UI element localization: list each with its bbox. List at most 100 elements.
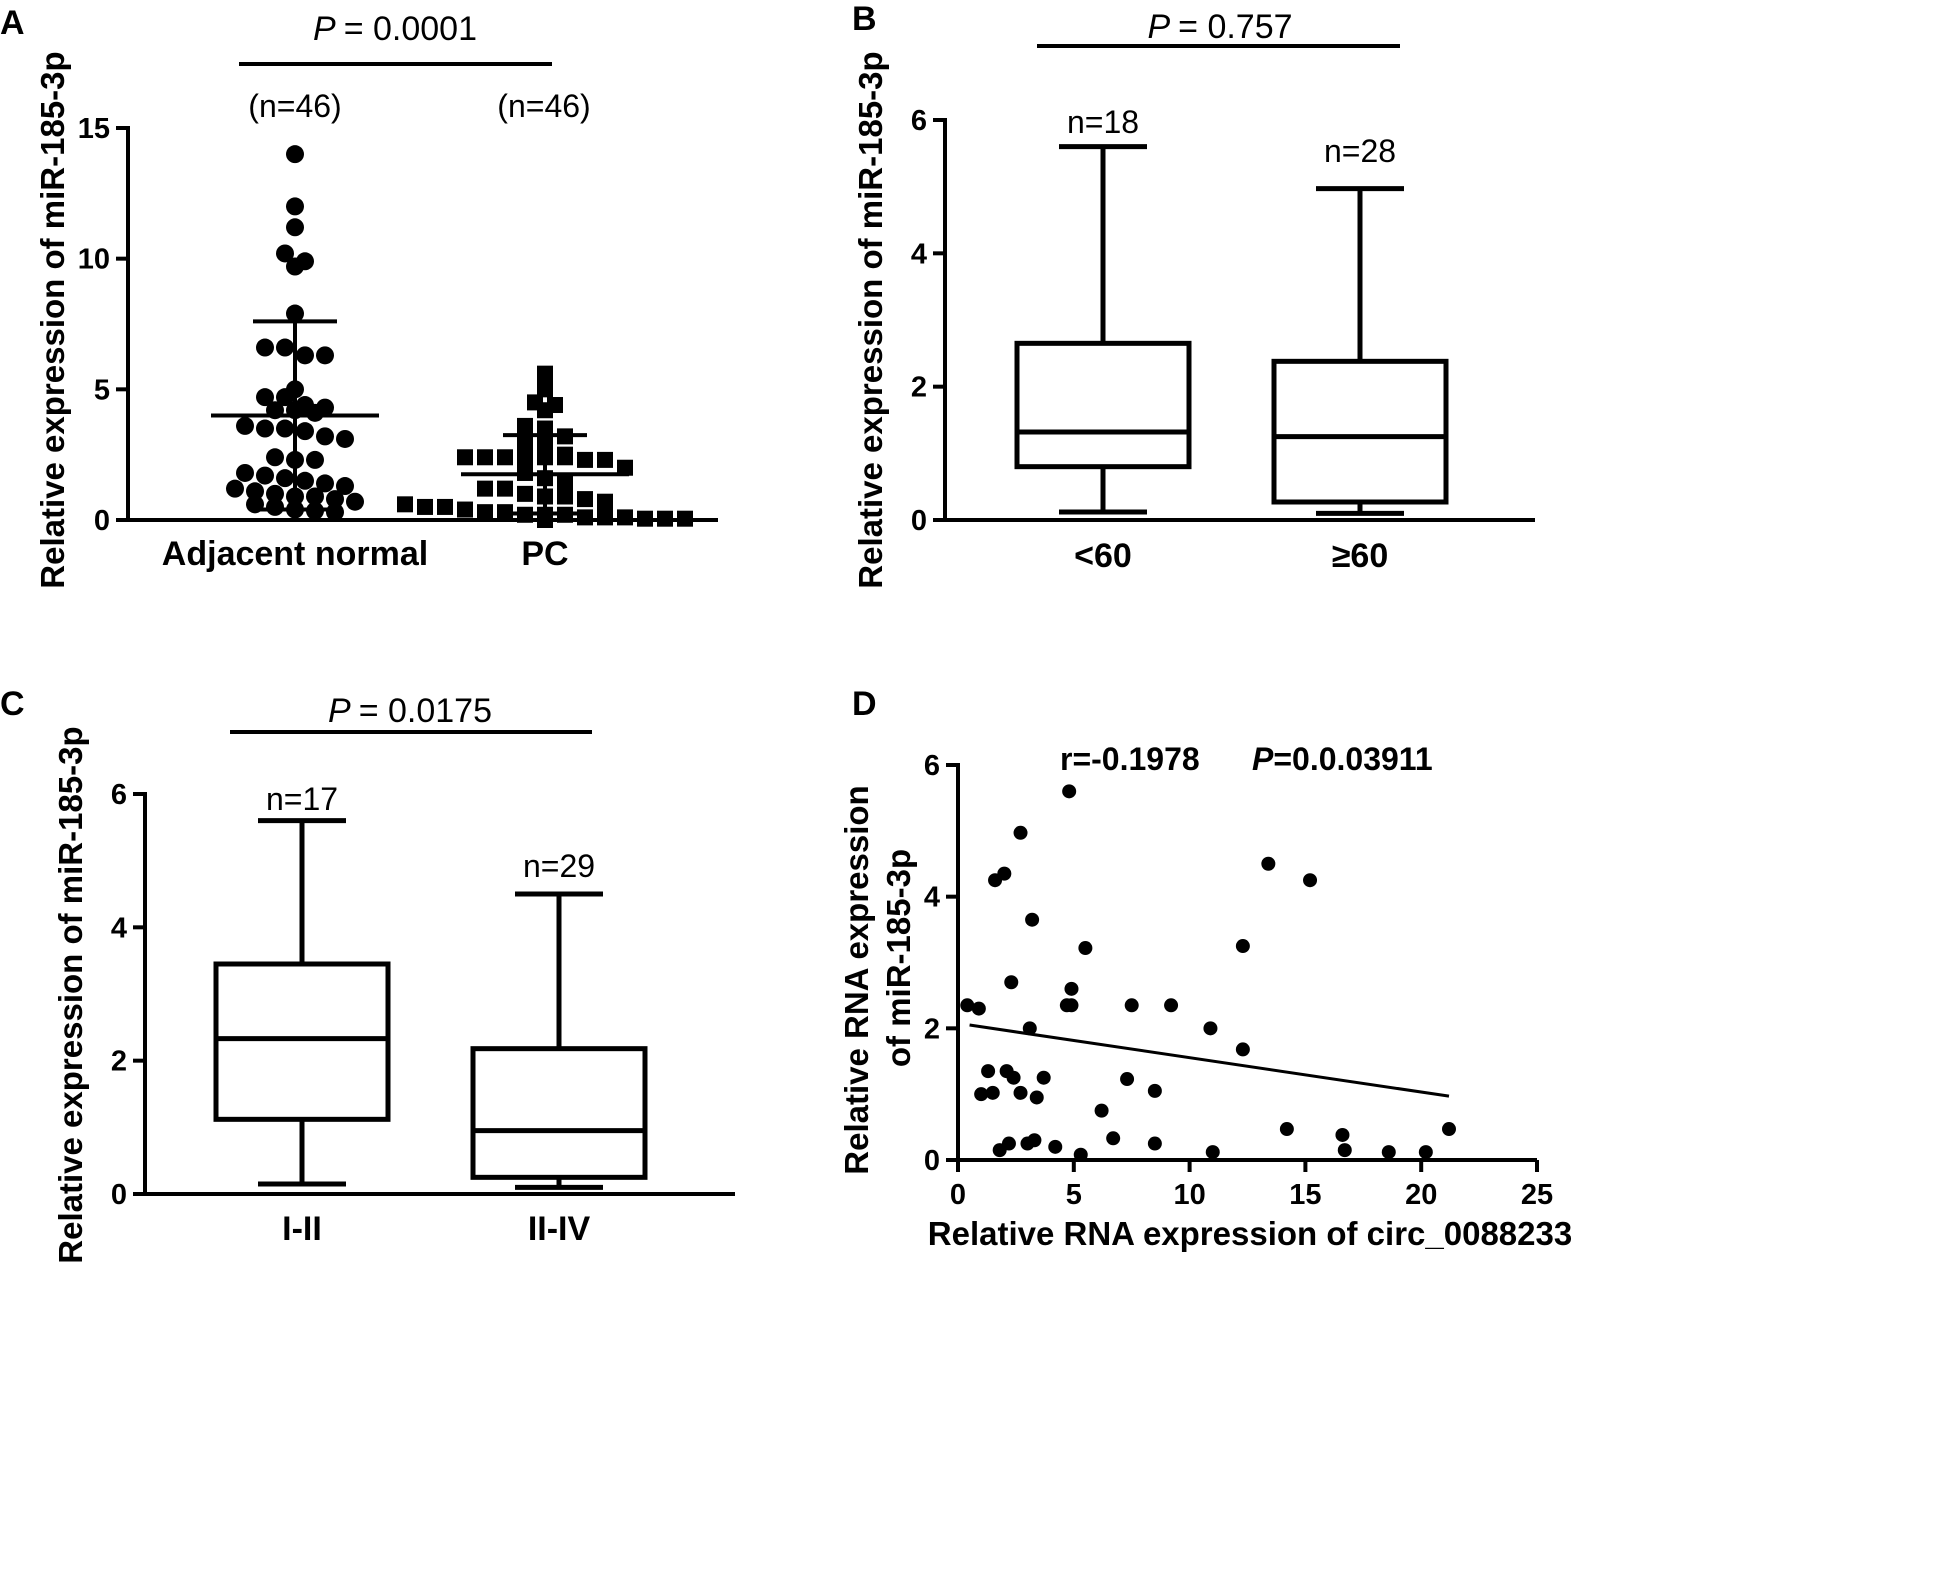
scatter-point	[1025, 912, 1040, 927]
data-point-adjacent-normal	[256, 419, 274, 438]
data-point-adjacent-normal	[336, 429, 354, 448]
data-point-pc	[597, 493, 613, 510]
data-point-adjacent-normal	[316, 346, 334, 365]
data-point-pc	[557, 488, 573, 505]
y-tick-label: 0	[924, 1145, 940, 1177]
scatter-point	[1418, 1145, 1433, 1160]
scatter-point	[1064, 998, 1079, 1013]
data-point-adjacent-normal	[276, 244, 294, 263]
y-tick-label: 4	[111, 912, 127, 944]
category-label-stage-1-2: I-II	[282, 1210, 322, 1248]
data-point-adjacent-normal	[286, 218, 304, 237]
x-tick-label: 15	[1289, 1179, 1321, 1211]
scatter-point	[974, 1087, 989, 1102]
scatter-point	[1078, 941, 1093, 956]
y-tick-label: 6	[111, 779, 127, 811]
p-value-text-a: P = 0.0001	[313, 10, 477, 48]
scatter-point	[1106, 1131, 1121, 1146]
data-point-pc	[577, 451, 593, 468]
x-tick-label: 0	[950, 1179, 966, 1211]
data-point-adjacent-normal	[276, 419, 294, 438]
p-value-text-c: P = 0.0175	[328, 692, 492, 730]
data-point-pc	[497, 449, 513, 466]
y-tick-label: 15	[78, 113, 110, 145]
panel-label-b: B	[852, 0, 877, 38]
data-point-pc	[437, 498, 453, 515]
y-tick-label: 0	[111, 1179, 127, 1211]
category-label-stage-2-4: II-IV	[528, 1210, 591, 1248]
scatter-point	[1048, 1139, 1063, 1154]
data-point-pc	[517, 449, 533, 466]
scatter-point	[1073, 1147, 1088, 1162]
panel-c: C P = 0.0175 n=17 n=29 Relative expressio…	[0, 685, 735, 1264]
scatter-point	[1006, 1070, 1021, 1085]
scatter-point	[1062, 784, 1077, 799]
data-point-adjacent-normal	[286, 197, 304, 216]
n-label-c-stage-2-4: n=29	[523, 848, 595, 884]
data-point-adjacent-normal	[266, 448, 284, 467]
x-tick-label: 20	[1405, 1179, 1437, 1211]
scatter-point	[971, 1001, 986, 1016]
scatter-point	[1094, 1103, 1109, 1118]
y-tick-label: 10	[78, 244, 110, 276]
data-point-pc	[477, 504, 493, 521]
data-point-adjacent-normal	[276, 338, 294, 357]
scatter-point	[1337, 1143, 1352, 1158]
data-point-pc	[497, 480, 513, 497]
data-point-pc	[537, 402, 553, 419]
panel-label-c: C	[0, 685, 25, 723]
n-label-a-adjacent: (n=46)	[248, 88, 341, 124]
data-point-adjacent-normal	[296, 471, 314, 490]
y-tick-label: 6	[924, 750, 940, 782]
category-label-under-60: <60	[1074, 537, 1132, 575]
y-tick-label: 2	[924, 1013, 940, 1045]
data-point-adjacent-normal	[226, 479, 244, 498]
data-point-pc	[457, 501, 473, 518]
iqr-box	[470, 1046, 648, 1180]
x-tick-label: 5	[1066, 1179, 1082, 1211]
iqr-box	[1014, 340, 1192, 470]
y-axis-label-b: Relative expression of miR-185-3p	[852, 51, 889, 588]
correlation-p-text: P=0.0.03911	[1252, 741, 1433, 777]
panel-d: D r=-0.1978 P=0.0.03911 Relative RNA exp…	[838, 685, 1572, 1252]
x-tick-label: 10	[1173, 1179, 1205, 1211]
data-point-adjacent-normal	[276, 388, 294, 407]
data-point-adjacent-normal	[336, 477, 354, 496]
data-point-adjacent-normal	[326, 503, 344, 522]
data-point-adjacent-normal	[316, 474, 334, 493]
x-axis-label-d: Relative RNA expression of circ_0088233	[928, 1215, 1572, 1252]
y-axis-label-d-line1: Relative RNA expression	[838, 785, 875, 1174]
y-tick-label: 0	[94, 505, 110, 537]
scatter-point	[1027, 1133, 1042, 1148]
data-point-adjacent-normal	[266, 484, 284, 503]
scatter-point	[1147, 1136, 1162, 1151]
data-point-adjacent-normal	[276, 469, 294, 488]
y-tick-label: 2	[911, 372, 927, 404]
data-point-pc	[577, 491, 593, 508]
data-point-pc	[557, 449, 573, 466]
scatter-point	[1279, 1122, 1294, 1137]
n-label-a-pc: (n=46)	[497, 88, 590, 124]
data-point-pc	[477, 449, 493, 466]
n-label-c-stage-1-2: n=17	[266, 781, 338, 817]
data-point-pc	[517, 485, 533, 502]
data-point-adjacent-normal	[266, 497, 284, 516]
iqr-box	[1271, 358, 1449, 505]
data-point-pc	[517, 417, 533, 434]
data-point-adjacent-normal	[306, 403, 324, 422]
scatter-point	[981, 1064, 996, 1079]
data-point-pc	[617, 459, 633, 476]
y-tick-label: 2	[111, 1046, 127, 1078]
scatter-point	[1029, 1090, 1044, 1105]
data-point-adjacent-normal	[256, 466, 274, 485]
y-tick-label: 0	[911, 505, 927, 537]
data-point-adjacent-normal	[286, 257, 304, 276]
data-point-pc	[597, 509, 613, 526]
scatter-point	[1013, 1085, 1028, 1100]
scatter-point	[1147, 1083, 1162, 1098]
y-tick-label: 4	[911, 238, 927, 270]
scatter-point	[1022, 1021, 1037, 1036]
scatter-point	[1124, 998, 1139, 1013]
regression-line	[969, 1023, 1450, 1098]
scatter-point	[1235, 1042, 1250, 1057]
